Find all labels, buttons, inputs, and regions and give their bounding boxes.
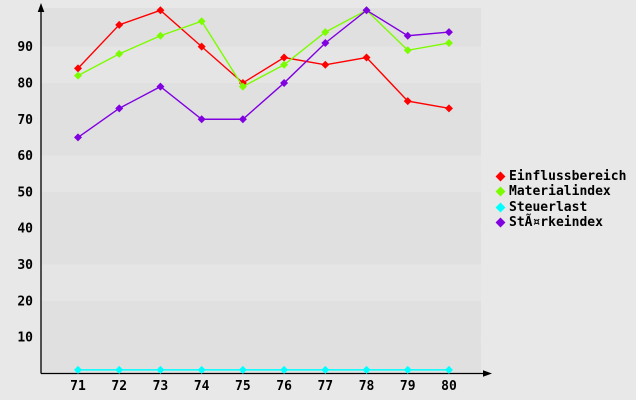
series-st-rkeindex-marker: [197, 115, 206, 124]
y-tick-label: 30: [17, 258, 33, 273]
series-steuerlast-marker: [280, 365, 289, 374]
legend-label: Materialindex: [509, 184, 611, 200]
series-materialindex-marker: [403, 46, 412, 55]
plot-background-band: [41, 264, 481, 301]
y-tick-label: 40: [17, 222, 33, 237]
series-materialindex-marker: [74, 71, 82, 80]
series-materialindex-marker: [280, 60, 289, 69]
series-st-rkeindex-marker: [403, 31, 412, 40]
legend-item-steuerlast: Steuerlast: [495, 199, 626, 215]
series-einflussbereich-marker: [280, 53, 289, 62]
x-tick-label: 78: [359, 379, 375, 394]
x-tick-label: 79: [400, 379, 416, 394]
series-steuerlast-marker: [403, 365, 412, 374]
y-tick-label: 80: [17, 76, 33, 91]
y-tick-label: 10: [17, 331, 33, 346]
series-st-rkeindex-marker: [156, 82, 165, 91]
series-einflussbereich-marker: [444, 104, 453, 113]
series-steuerlast-marker: [321, 365, 330, 374]
y-tick-label: 70: [17, 113, 33, 128]
legend-item-einflussbereich: Einflussbereich: [495, 168, 627, 184]
series-materialindex-marker: [115, 49, 124, 58]
plot-background-band: [41, 119, 481, 156]
x-axis-arrow-icon: [483, 370, 492, 377]
series-st-rkeindex-line: [77, 9, 450, 138]
series-einflussbereich-marker: [156, 6, 165, 15]
x-tick-label: 71: [70, 379, 86, 394]
series-st-rkeindex-marker: [74, 133, 82, 142]
legend-item-staerkeindex: StÃ¤rkeindex: [495, 215, 626, 231]
diamond-marker-icon: [495, 202, 506, 213]
y-tick-label: 20: [17, 294, 33, 309]
x-tick-label: 73: [153, 379, 169, 394]
series-steuerlast-marker: [156, 365, 165, 374]
y-tick-label: 50: [17, 185, 33, 200]
y-tick-label: 60: [17, 149, 33, 164]
series-materialindex-marker: [197, 17, 206, 26]
series-materialindex-marker: [321, 28, 330, 37]
series-einflussbereich-marker: [74, 64, 82, 73]
series-steuerlast-marker: [115, 365, 124, 374]
series-st-rkeindex-marker: [115, 104, 124, 113]
x-tick-label: 72: [111, 379, 127, 394]
chart-legend: Einflussbereich Materialindex Steuerlast…: [495, 168, 627, 231]
plot-background-band: [41, 300, 481, 338]
series-steuerlast-marker: [197, 365, 206, 374]
series-einflussbereich-line: [77, 9, 450, 110]
series-einflussbereich-marker: [197, 42, 206, 51]
series-steuerlast-marker: [362, 365, 371, 374]
series-steuerlast-marker: [238, 365, 247, 374]
plot-background-band: [41, 191, 481, 229]
plot-background-band: [41, 228, 481, 265]
legend-item-materialindex: Materialindex: [495, 184, 626, 200]
series-materialindex-marker: [156, 31, 165, 40]
series-st-rkeindex-marker: [321, 38, 330, 47]
series-einflussbereich-marker: [403, 97, 412, 106]
series-einflussbereich-marker: [362, 53, 371, 62]
legend-label: StÃ¤rkeindex: [509, 215, 603, 231]
y-axis-arrow-icon: [37, 3, 45, 12]
x-tick-label: 77: [317, 379, 333, 394]
diamond-marker-icon: [495, 186, 506, 197]
series-st-rkeindex-marker: [362, 6, 371, 15]
x-tick-label: 80: [441, 379, 457, 394]
series-steuerlast-marker: [74, 365, 82, 374]
series-einflussbereich-marker: [321, 60, 330, 69]
plot-background-band: [41, 8, 481, 47]
legend-label: Steuerlast: [509, 199, 588, 215]
x-tick-label: 76: [276, 379, 292, 394]
series-materialindex-marker: [444, 38, 453, 47]
series-materialindex-line: [77, 9, 450, 88]
series-steuerlast-marker: [444, 365, 453, 374]
diamond-marker-icon: [495, 217, 506, 228]
series-st-rkeindex-marker: [444, 28, 453, 37]
series-st-rkeindex-marker: [238, 115, 247, 124]
plot-background-band: [41, 155, 481, 192]
series-einflussbereich-marker: [115, 20, 124, 29]
plot-background-band: [41, 337, 481, 374]
plot-background-band: [41, 82, 481, 120]
diamond-marker-icon: [495, 171, 506, 182]
series-materialindex-marker: [238, 82, 247, 91]
legend-label: Einflussbereich: [509, 168, 627, 184]
y-tick-label: 90: [17, 40, 33, 55]
x-tick-label: 75: [235, 379, 251, 394]
series-st-rkeindex-marker: [280, 78, 289, 87]
x-tick-label: 74: [194, 379, 210, 394]
